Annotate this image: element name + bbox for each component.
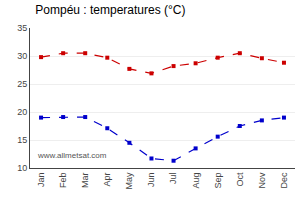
svg-text:10: 10 xyxy=(17,163,27,173)
svg-text:Jun: Jun xyxy=(146,173,156,188)
svg-text:Pompéu : temperatures (°C): Pompéu : temperatures (°C) xyxy=(35,3,185,17)
svg-text:35: 35 xyxy=(17,23,27,33)
svg-text:Jul: Jul xyxy=(168,173,178,185)
svg-text:Jan: Jan xyxy=(36,173,46,188)
svg-text:Sep: Sep xyxy=(213,173,223,189)
svg-text:Feb: Feb xyxy=(58,173,68,189)
svg-text:30: 30 xyxy=(17,51,27,61)
svg-text:Nov: Nov xyxy=(257,172,267,189)
svg-text:15: 15 xyxy=(17,135,27,145)
svg-text:May: May xyxy=(124,172,134,190)
svg-text:20: 20 xyxy=(17,107,27,117)
svg-text:25: 25 xyxy=(17,79,27,89)
svg-text:Apr: Apr xyxy=(102,173,112,187)
svg-text:Mar: Mar xyxy=(80,173,90,189)
svg-text:Dec: Dec xyxy=(279,172,289,189)
svg-text:Oct: Oct xyxy=(235,172,245,187)
svg-text:Aug: Aug xyxy=(191,173,201,189)
svg-text:www.allmetsat.com: www.allmetsat.com xyxy=(37,151,107,160)
